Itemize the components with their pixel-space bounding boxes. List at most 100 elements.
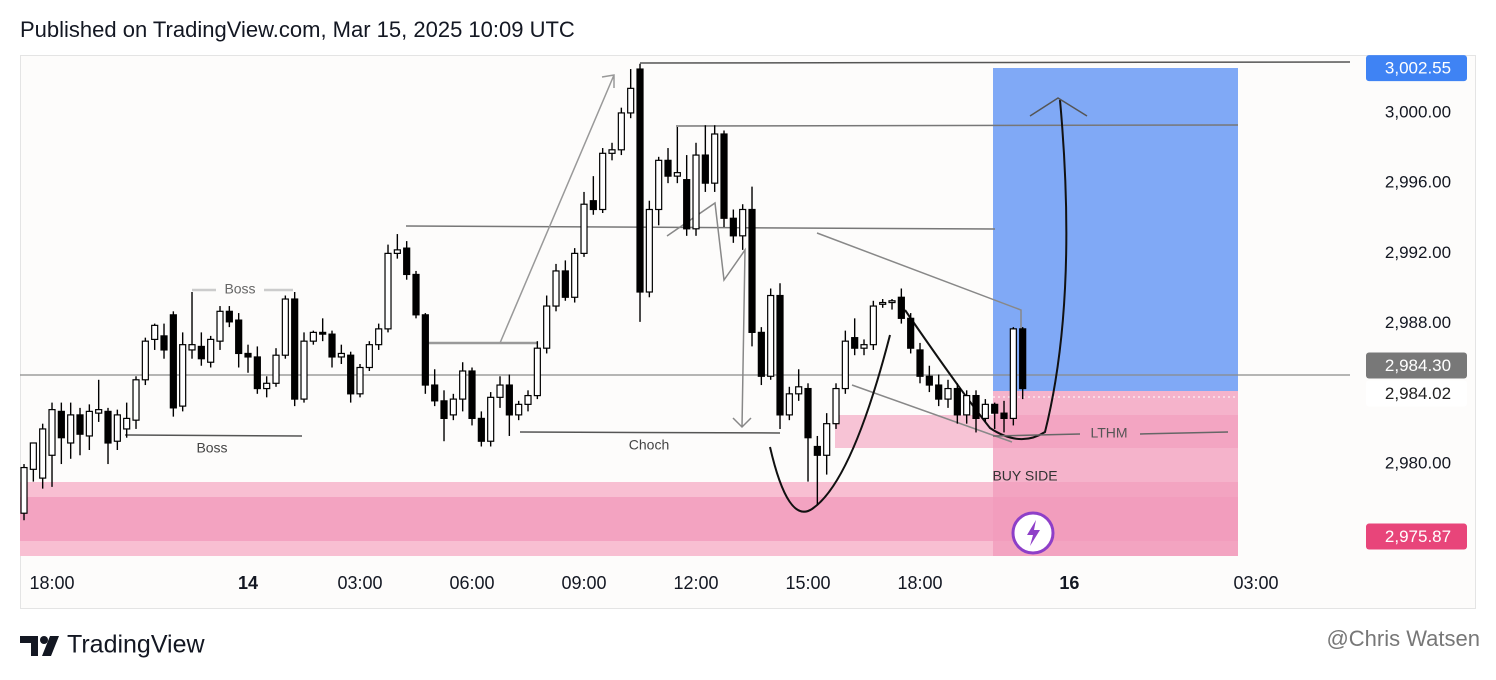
candle-body: [160, 335, 168, 351]
candle-body: [757, 331, 765, 377]
candle-body: [291, 298, 299, 400]
logo-part: [20, 636, 38, 656]
candle-body: [785, 393, 793, 416]
candle-body: [48, 409, 56, 456]
lthm-line: [1139, 431, 1229, 435]
candle-body: [169, 314, 177, 409]
candle-body: [235, 319, 243, 355]
candle-body: [711, 133, 719, 184]
candle-body: [179, 344, 187, 407]
choch-line: [519, 431, 781, 434]
y-tick-label: 2,988.00: [1385, 313, 1451, 332]
target-zone: [993, 68, 1238, 391]
candle-body: [253, 356, 261, 390]
candle-body: [393, 249, 401, 254]
candle-body: [113, 414, 121, 442]
candle-body: [860, 344, 868, 349]
annotation: BUY SIDE: [992, 468, 1057, 484]
y-tick-label: 2,980.00: [1385, 454, 1451, 473]
x-tick-label: 03:00: [1233, 573, 1278, 593]
x-tick-label: 06:00: [449, 573, 494, 593]
price-tag-label: 2,975.87: [1385, 527, 1451, 546]
price-tag: [1366, 55, 1467, 82]
candle-body: [197, 345, 205, 360]
candle-body: [571, 252, 579, 298]
watermark: @Chris Watsen: [1326, 626, 1480, 651]
candle-body: [795, 386, 803, 395]
candle-body: [384, 252, 392, 330]
candle-body: [505, 384, 513, 416]
candle-body: [925, 375, 933, 386]
price-tag: [1366, 352, 1467, 379]
candles: [20, 63, 1027, 521]
price-tags: 3,002.55 2,984.30 2,984.02 2,975.87: [1366, 55, 1467, 550]
candle-body: [123, 417, 131, 430]
candle-body: [347, 354, 355, 395]
level-line: [405, 225, 996, 230]
candle-body: [141, 340, 149, 381]
candle-body: [85, 410, 93, 437]
candle-body: [319, 331, 327, 335]
boss-line: [124, 434, 303, 437]
candle-body: [739, 208, 747, 237]
arrow: [499, 74, 615, 344]
candle-body: [216, 310, 224, 342]
candle-body: [207, 338, 215, 363]
candle-body: [981, 403, 989, 420]
candle-body: [1019, 328, 1027, 390]
level-line: [675, 124, 1239, 127]
candle-body: [953, 387, 961, 416]
annotation: Choch: [629, 437, 669, 453]
candle-body: [720, 133, 728, 219]
candle-body: [869, 305, 877, 346]
candle-body: [655, 159, 663, 211]
x-tick-label: 12:00: [673, 573, 718, 593]
candle-body: [813, 445, 821, 456]
candle-body: [515, 403, 523, 416]
candle-body: [701, 154, 709, 184]
candle-body: [589, 200, 597, 211]
x-tick-label: 14: [238, 573, 258, 593]
candle-body: [487, 396, 495, 442]
candle-body: [365, 344, 373, 369]
x-tick-label: 16: [1059, 573, 1079, 593]
logo-part: [40, 636, 48, 644]
candle-body: [776, 294, 784, 416]
candle-body: [580, 203, 588, 254]
candle-body: [225, 310, 233, 323]
page-title: Published on TradingView.com, Mar 15, 20…: [20, 17, 575, 42]
candle-body: [748, 208, 756, 333]
candle-body: [907, 317, 915, 349]
candle-body: [132, 379, 140, 421]
candle-body: [281, 298, 289, 356]
arrow-head: [1029, 97, 1088, 117]
candle-body: [916, 349, 924, 377]
candle-body: [39, 428, 47, 479]
candle-body: [524, 394, 532, 405]
brand: TradingView: [67, 631, 206, 659]
candle-body: [440, 400, 448, 420]
candle-body: [879, 301, 887, 305]
candle-body: [151, 324, 159, 341]
candle-body: [309, 331, 317, 342]
candle-body: [20, 466, 28, 514]
annotation: Boss: [196, 440, 227, 456]
candle-body: [944, 387, 952, 400]
candle-body: [188, 344, 196, 351]
candle-body: [300, 340, 308, 400]
candle-body: [841, 340, 849, 390]
alert-icon[interactable]: [1011, 511, 1055, 555]
candle-body: [767, 294, 775, 377]
candle-body: [328, 333, 336, 358]
candle-body: [664, 159, 672, 177]
x-tick-label: 09:00: [561, 573, 606, 593]
candle-body: [552, 270, 560, 307]
price-tag: [1366, 380, 1467, 407]
candle-body: [617, 112, 625, 151]
candle-body: [683, 179, 691, 230]
candle-body: [897, 296, 905, 319]
x-tick-label: 03:00: [337, 573, 382, 593]
level-line: [639, 61, 1351, 64]
